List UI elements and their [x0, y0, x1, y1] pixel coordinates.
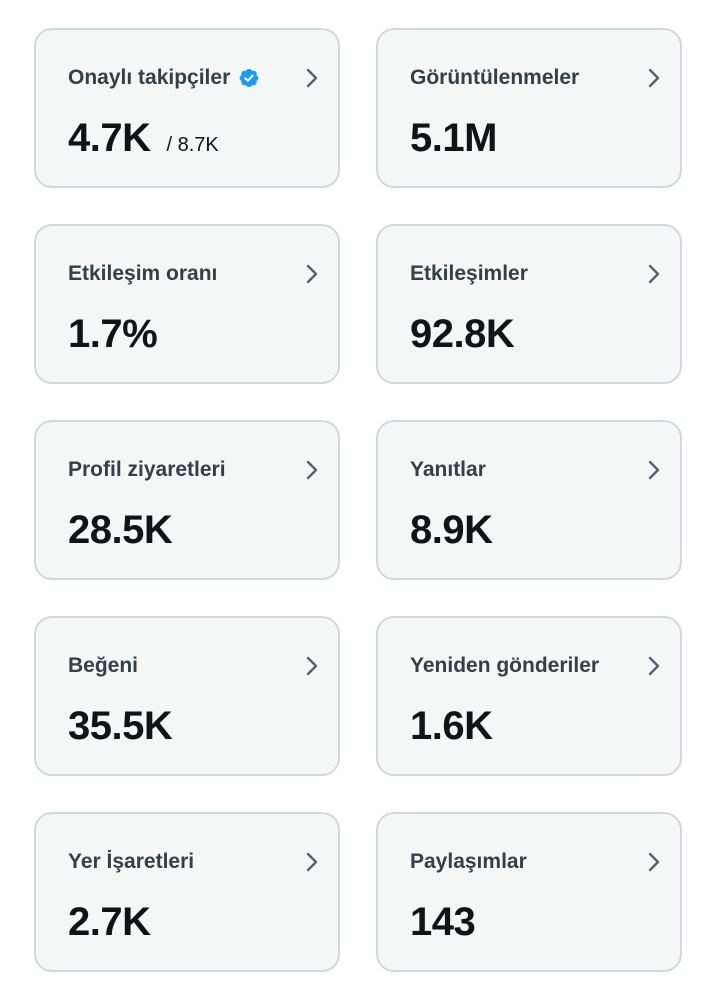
card-value-row: 2.7K [68, 902, 151, 942]
card-value-row: 1.6K [410, 706, 493, 746]
card-label: Yer İşaretleri [68, 850, 195, 873]
card-value: 2.7K [68, 900, 151, 944]
chevron-right-icon [648, 460, 660, 480]
card-value-row: 5.1M [410, 118, 497, 158]
card-value: 8.9K [410, 508, 493, 552]
card-value-row: 35.5K [68, 704, 173, 748]
chevron-right-icon [306, 656, 318, 676]
card-verified-followers[interactable]: Onaylı takipçiler 4.7K / 8.7K [34, 28, 340, 188]
card-value: 28.5K [68, 508, 173, 552]
chevron-right-icon [306, 264, 318, 284]
card-value: 35.5K [68, 704, 173, 748]
card-label: Yanıtlar [410, 458, 486, 481]
card-label: Paylaşımlar [410, 850, 527, 873]
card-label: Etkileşimler [410, 262, 528, 285]
verified-badge-icon [239, 69, 259, 87]
card-label: Yeniden gönderiler [410, 654, 600, 677]
card-label: Onaylı takipçiler [68, 66, 231, 89]
card-value: 4.7K [68, 116, 151, 160]
card-bookmarks[interactable]: Yer İşaretleri 2.7K [34, 812, 340, 972]
card-value-row: 4.7K / 8.7K [68, 118, 219, 158]
card-value-row: 92.8K [410, 312, 515, 356]
chevron-right-icon [648, 656, 660, 676]
card-engagements[interactable]: Etkileşimler 92.8K [376, 224, 682, 384]
card-value-row: 8.9K [410, 510, 493, 550]
card-shares[interactable]: Paylaşımlar 143 [376, 812, 682, 972]
card-label: Etkileşim oranı [68, 262, 218, 285]
card-reposts[interactable]: Yeniden gönderiler 1.6K [376, 616, 682, 776]
card-replies[interactable]: Yanıtlar 8.9K [376, 420, 682, 580]
card-total: / 8.7K [166, 134, 219, 156]
card-value-row: 143 [410, 900, 476, 944]
card-views[interactable]: Görüntülenmeler 5.1M [376, 28, 682, 188]
chevron-right-icon [306, 460, 318, 480]
card-engagement-rate[interactable]: Etkileşim oranı 1.7% [34, 224, 340, 384]
card-value: 5.1M [410, 116, 497, 160]
card-likes[interactable]: Beğeni 35.5K [34, 616, 340, 776]
card-value-row: 28.5K [68, 508, 173, 552]
card-label: Beğeni [68, 654, 139, 677]
card-value: 1.7% [68, 312, 158, 356]
card-value: 143 [410, 900, 476, 944]
card-label: Profil ziyaretleri [68, 458, 226, 481]
chevron-right-icon [648, 852, 660, 872]
chevron-right-icon [648, 264, 660, 284]
card-value: 1.6K [410, 704, 493, 748]
card-value: 92.8K [410, 312, 515, 356]
card-label-wrap: Onaylı takipçiler [68, 66, 260, 90]
card-label: Görüntülenmeler [410, 66, 580, 89]
chevron-right-icon [306, 68, 318, 88]
chevron-right-icon [306, 852, 318, 872]
card-value-row: 1.7% [68, 312, 158, 356]
chevron-right-icon [648, 68, 660, 88]
card-profile-visits[interactable]: Profil ziyaretleri 28.5K [34, 420, 340, 580]
